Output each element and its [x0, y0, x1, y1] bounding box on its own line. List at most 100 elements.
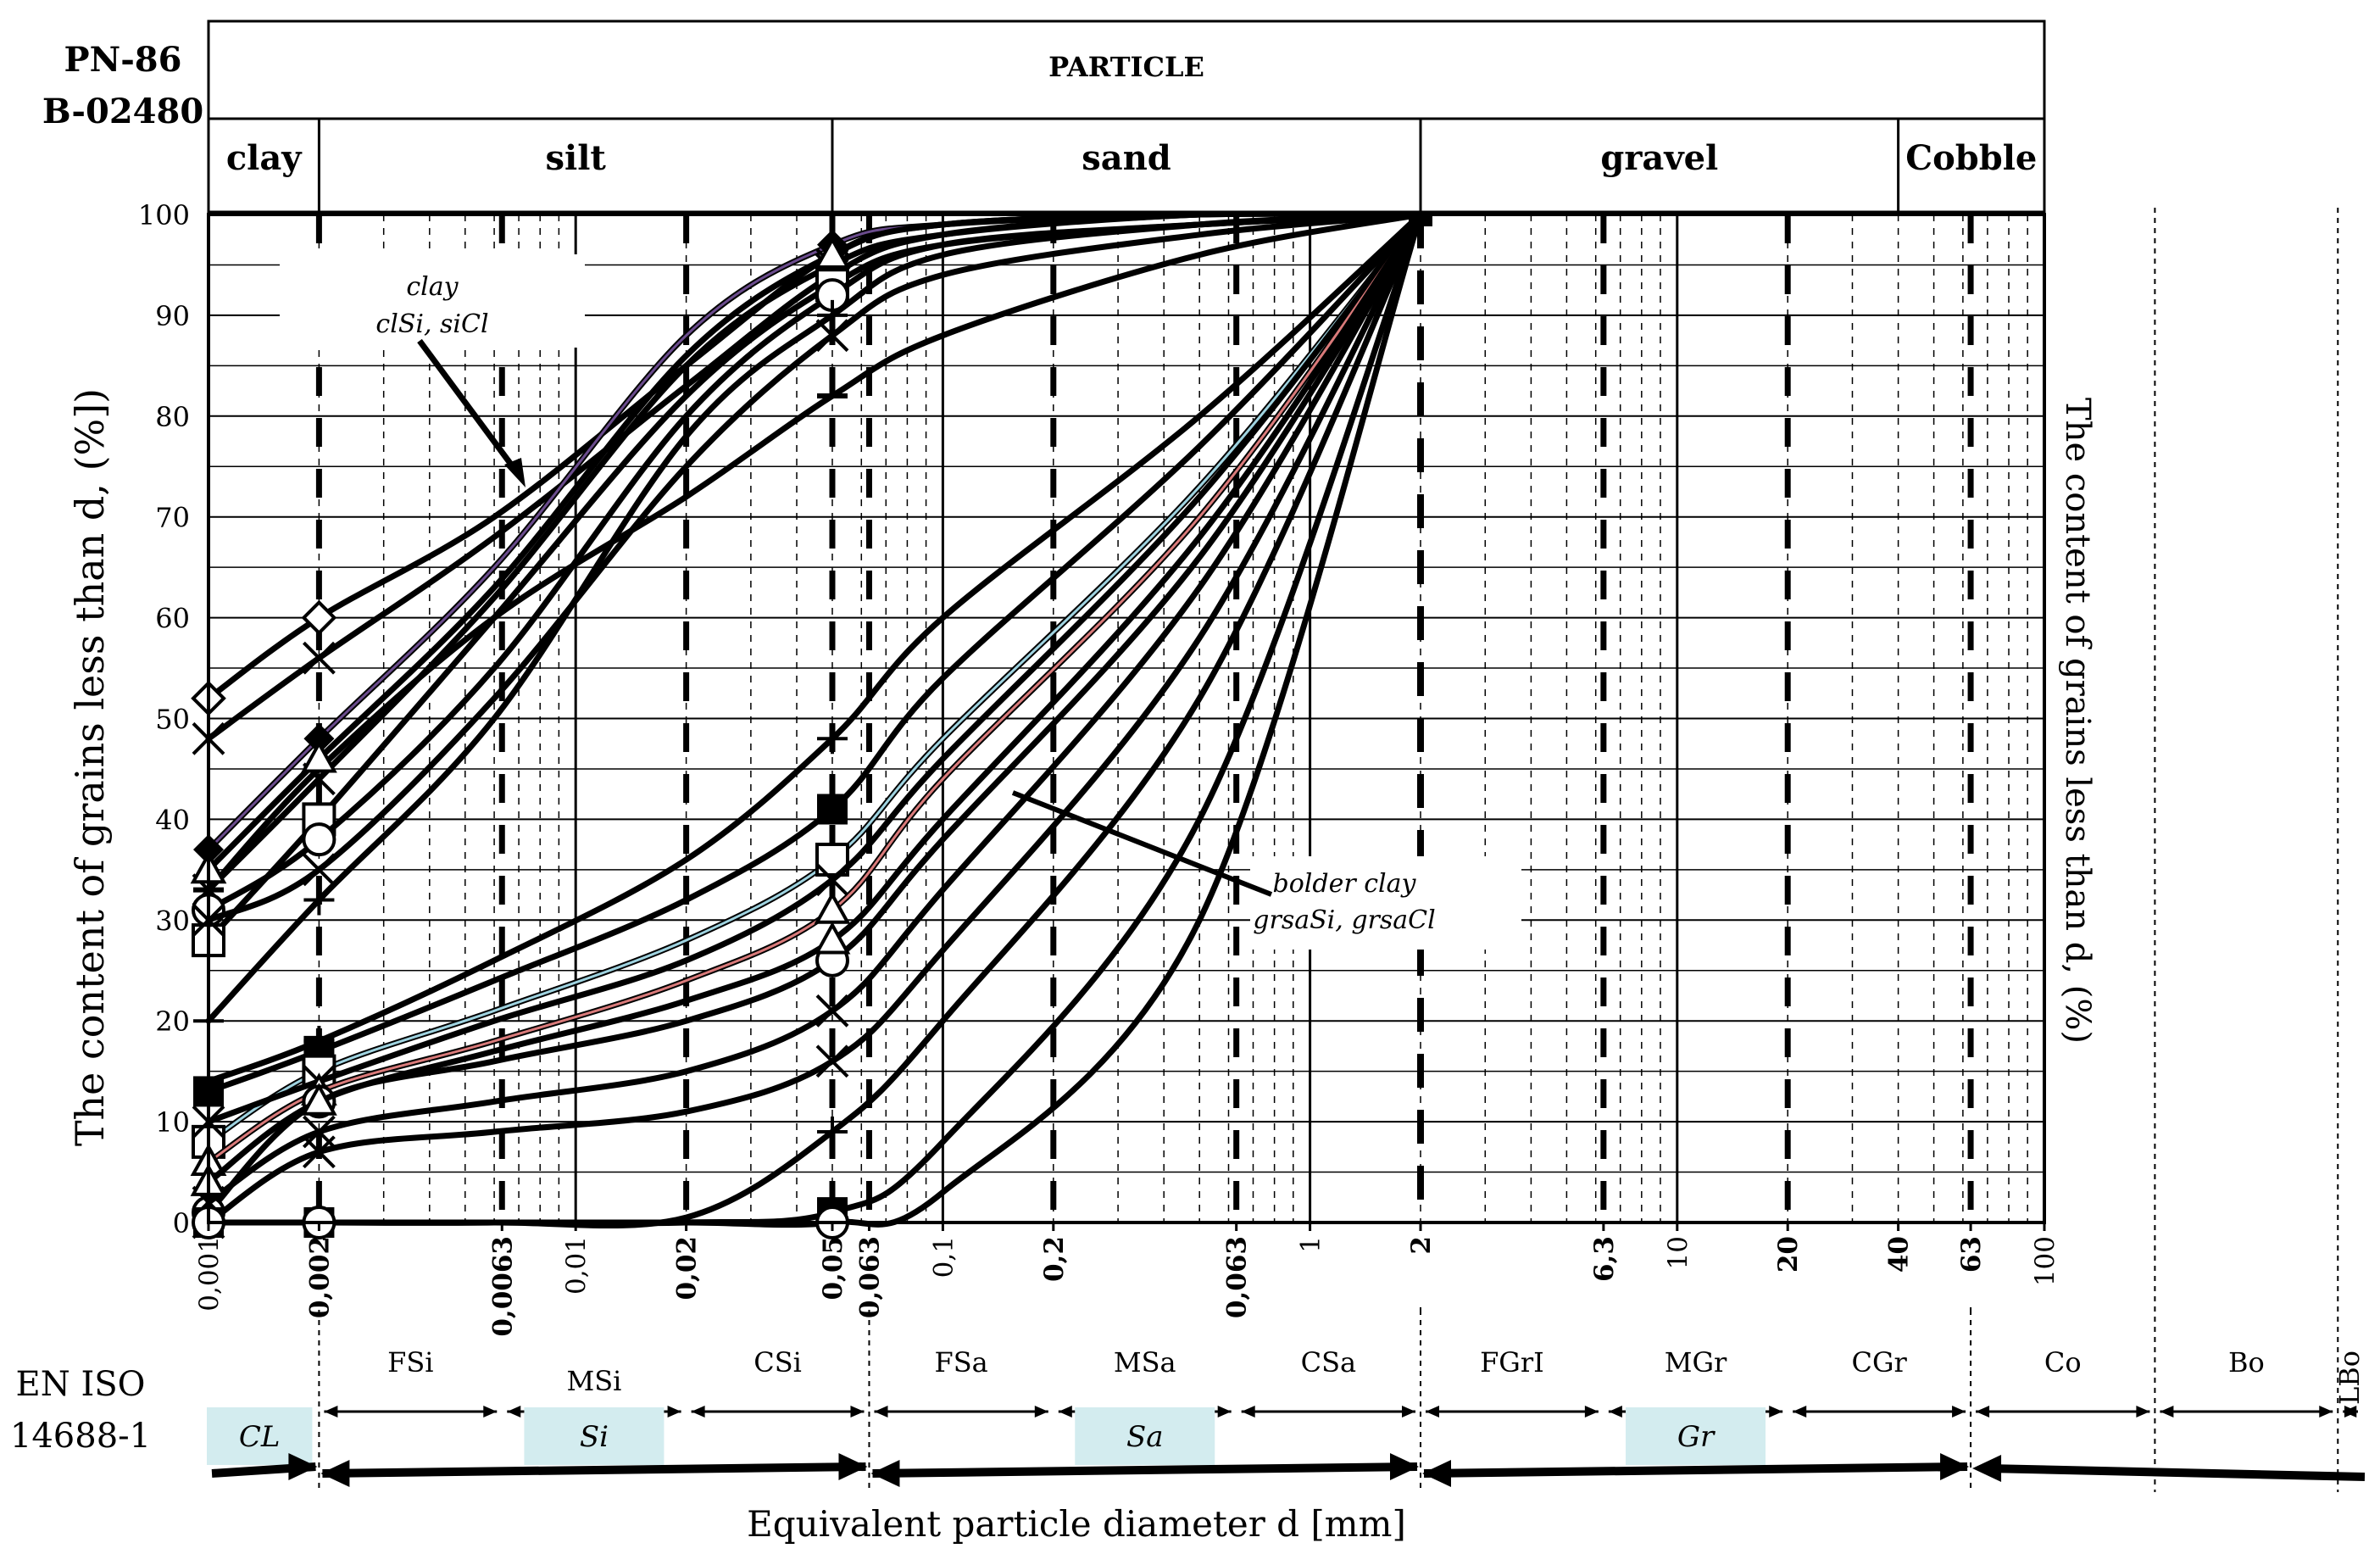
x-tick-label: 100 [2030, 1236, 2060, 1286]
annotation-pointer [417, 338, 521, 477]
iso-main-label: Sa [1126, 1420, 1164, 1454]
y-tick-label: 30 [155, 905, 190, 937]
iso-main-label: CL [239, 1420, 281, 1454]
arrowhead [2160, 1406, 2174, 1418]
x-tick-label: 0,0063 [487, 1236, 518, 1337]
iso-main-box [1626, 1407, 1766, 1465]
arrowhead [1793, 1406, 1807, 1418]
iso-subfraction-label: CSi [753, 1346, 802, 1379]
x-tick-label: 1 [1296, 1236, 1326, 1253]
y-tick-label: 10 [155, 1106, 190, 1139]
iso-subfraction-label: CSa [1301, 1346, 1356, 1379]
pn-standard-label-1: PN-86 [64, 40, 182, 80]
x-tick-label: 0,063 [854, 1236, 885, 1318]
arrowhead [667, 1406, 681, 1418]
iso-main-arrow [322, 1462, 866, 1478]
data-point-marker [814, 236, 851, 269]
series-layer [190, 203, 1433, 1239]
annotation-clay-line2: clSi, siCl [375, 309, 488, 339]
series-line [205, 211, 1424, 1024]
pn-header-table: PARTICLE clay silt sand gravel Cobble [207, 19, 2046, 214]
annotation-pointer [1011, 790, 1273, 897]
header-box [207, 19, 2046, 214]
iso-main-box [207, 1407, 313, 1465]
arrowhead [1584, 1406, 1599, 1418]
data-point-marker [302, 1135, 336, 1169]
arrowhead [2136, 1406, 2150, 1418]
arrowhead [1241, 1406, 1255, 1418]
arrowhead [838, 1453, 868, 1480]
data-point-marker [302, 853, 336, 887]
y-tick-label: 40 [155, 804, 190, 836]
iso-subfraction-label: MGr [1665, 1346, 1727, 1379]
data-point-marker [303, 884, 335, 916]
data-point-marker [815, 863, 849, 897]
data-point-marker [301, 1083, 337, 1116]
x-tick-label: 40 [1884, 1236, 1915, 1273]
arrowhead [483, 1406, 498, 1418]
data-point-marker [301, 599, 337, 636]
data-point-marker [814, 921, 851, 955]
iso-main-label: Si [580, 1420, 609, 1454]
x-tick-label: 0,1 [928, 1236, 959, 1278]
iso-main-arrow [1987, 1464, 2366, 1481]
arrowhead [2344, 1406, 2358, 1418]
fraction-boundaries [315, 214, 1974, 1223]
series-line [205, 211, 1424, 894]
arrowhead [507, 1406, 521, 1418]
data-point-marker [816, 794, 848, 825]
pn-fraction-label: silt [546, 138, 607, 178]
y-tick-label: 50 [155, 704, 190, 736]
pn-fraction-label: gravel [1600, 138, 1718, 178]
y-tick-label: 60 [155, 603, 190, 635]
arrowhead [1034, 1406, 1048, 1418]
iso-main-box [1075, 1407, 1215, 1465]
data-point-marker [303, 723, 335, 755]
pn-fraction-label: clay [226, 138, 303, 178]
arrowhead [1976, 1406, 1990, 1418]
annotation-box [280, 254, 585, 348]
y-tick-label: 70 [155, 502, 190, 534]
y-axis-label-right: The content of grains less than d, (%) [2058, 398, 2097, 1044]
x-axis-label: Equivalent particle diameter d [mm] [747, 1503, 1406, 1545]
grid [209, 214, 2044, 1223]
data-point-marker [302, 641, 336, 675]
pn-fraction-label: Cobble [1905, 138, 2037, 178]
x-tick-label: 0,02 [672, 1236, 703, 1301]
arrowhead [1940, 1453, 1970, 1480]
series-bclay-02 [193, 211, 1424, 1107]
x-tick-label: 0,05 [818, 1236, 848, 1301]
y-tick-label: 20 [155, 1005, 190, 1038]
data-point-marker [816, 299, 848, 331]
axis-ticks: 0 10 20 30 40 50 60 70 80 90 100 0,001 0,002 0,0063 0,… [138, 199, 2060, 1337]
arrowhead [1217, 1406, 1232, 1418]
data-point-marker [301, 739, 337, 773]
iso-subfraction-label: Bo [2228, 1346, 2265, 1379]
iso-main-box [524, 1407, 665, 1465]
arrowhead [1952, 1406, 1966, 1418]
x-tick-label: 2 [1406, 1236, 1437, 1255]
x-tick-label: 0,063 [1222, 1236, 1253, 1318]
x-tick-label: 6,3 [1589, 1236, 1620, 1282]
arrowhead [504, 458, 525, 487]
data-point-marker [815, 319, 849, 353]
data-point-marker [816, 1116, 848, 1147]
y-tick-label: 90 [155, 300, 190, 332]
iso-subfraction-label: Co [2044, 1346, 2082, 1379]
iso-subfraction-label: CGr [1851, 1346, 1907, 1379]
y-tick-label: 80 [155, 401, 190, 433]
y-tick-label: 0 [173, 1207, 190, 1239]
arrowhead [324, 1406, 338, 1418]
annotation-clay-line1: clay [406, 272, 459, 302]
y-tick-label: 100 [138, 199, 190, 231]
iso-subfraction-label: FSa [935, 1346, 988, 1379]
iso-subfraction-label: FSi [387, 1346, 433, 1379]
annotations: clay clSi, siCl bolder clay grsaSi, grsaCl [280, 254, 1521, 950]
iso-main-arrow [1423, 1462, 1968, 1478]
iso-standard-label-2: 14688-1 [10, 1417, 151, 1456]
iso-subfraction-label: MSi [566, 1365, 621, 1397]
arrowhead [1402, 1406, 1416, 1418]
arrowhead [2319, 1406, 2333, 1418]
arrowhead [691, 1406, 705, 1418]
